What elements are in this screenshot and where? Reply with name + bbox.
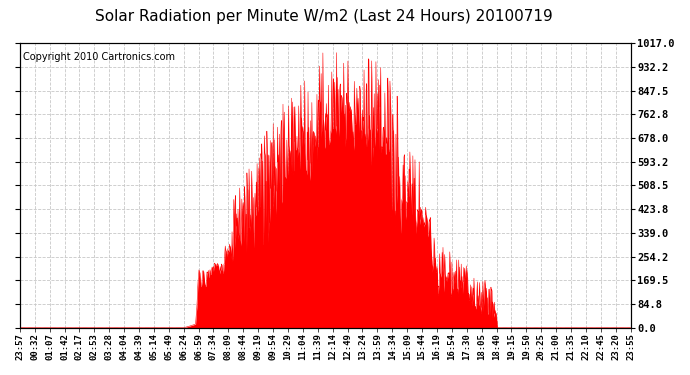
Text: Copyright 2010 Cartronics.com: Copyright 2010 Cartronics.com — [23, 52, 175, 62]
Text: Solar Radiation per Minute W/m2 (Last 24 Hours) 20100719: Solar Radiation per Minute W/m2 (Last 24… — [95, 9, 553, 24]
